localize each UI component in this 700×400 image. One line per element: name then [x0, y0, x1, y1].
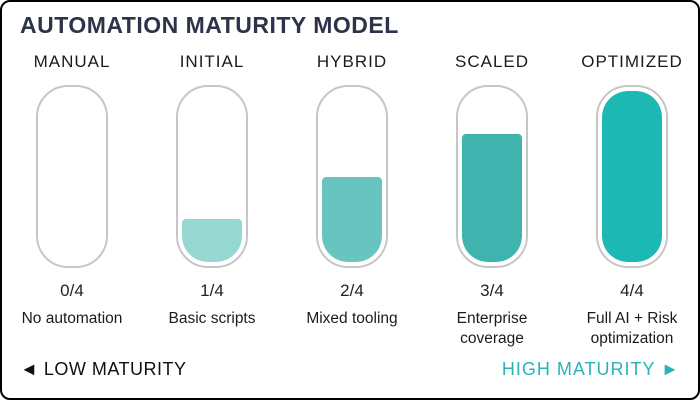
pill-inner: [462, 91, 522, 262]
maturity-pill: [36, 85, 108, 268]
pill-fill: [182, 219, 242, 262]
pill-fill: [322, 176, 382, 262]
column-optimized: OPTIMIZED 4/4 Full AI + Risk optimizatio…: [562, 50, 698, 349]
column-description: Mixed tooling: [306, 310, 398, 327]
pill-fill: [462, 133, 522, 262]
column-initial: INITIAL 1/4 Basic scripts: [142, 50, 282, 349]
pill-inner: [42, 91, 102, 262]
column-label: HYBRID: [316, 52, 388, 71]
column-description: Full AI + Risk optimization: [586, 310, 678, 348]
column-label: SCALED: [454, 52, 530, 71]
maturity-pill: [176, 85, 248, 268]
low-maturity-label: ◄ LOW MATURITY: [20, 359, 187, 379]
fraction-label: 0/4: [60, 281, 84, 300]
column-manual: MANUAL 0/4 No automation: [2, 50, 142, 349]
column-label: OPTIMIZED: [581, 52, 683, 71]
column-description: Basic scripts: [168, 310, 256, 327]
maturity-pill: [596, 85, 668, 268]
column-description: Enterprise coverage: [456, 310, 528, 348]
maturity-columns: MANUAL 0/4 No automation INITIAL 1/4 Bas…: [2, 50, 698, 349]
page-title: AUTOMATION MATURITY MODEL: [20, 12, 399, 38]
high-maturity-label: HIGH MATURITY ►: [501, 359, 680, 379]
column-hybrid: HYBRID 2/4 Mixed tooling: [282, 50, 422, 349]
fraction-label: 1/4: [200, 281, 224, 300]
column-description: No automation: [21, 310, 123, 327]
maturity-pill: [456, 85, 528, 268]
pill-inner: [182, 91, 242, 262]
column-scaled: SCALED 3/4 Enterprise coverage: [422, 50, 562, 349]
fraction-label: 2/4: [340, 281, 364, 300]
fraction-label: 4/4: [620, 281, 644, 300]
column-label: INITIAL: [179, 52, 245, 71]
maturity-pill: [316, 85, 388, 268]
pill-inner: [602, 91, 662, 262]
column-label: MANUAL: [33, 52, 111, 71]
pill-fill: [602, 91, 662, 262]
fraction-label: 3/4: [480, 281, 504, 300]
pill-inner: [322, 91, 382, 262]
